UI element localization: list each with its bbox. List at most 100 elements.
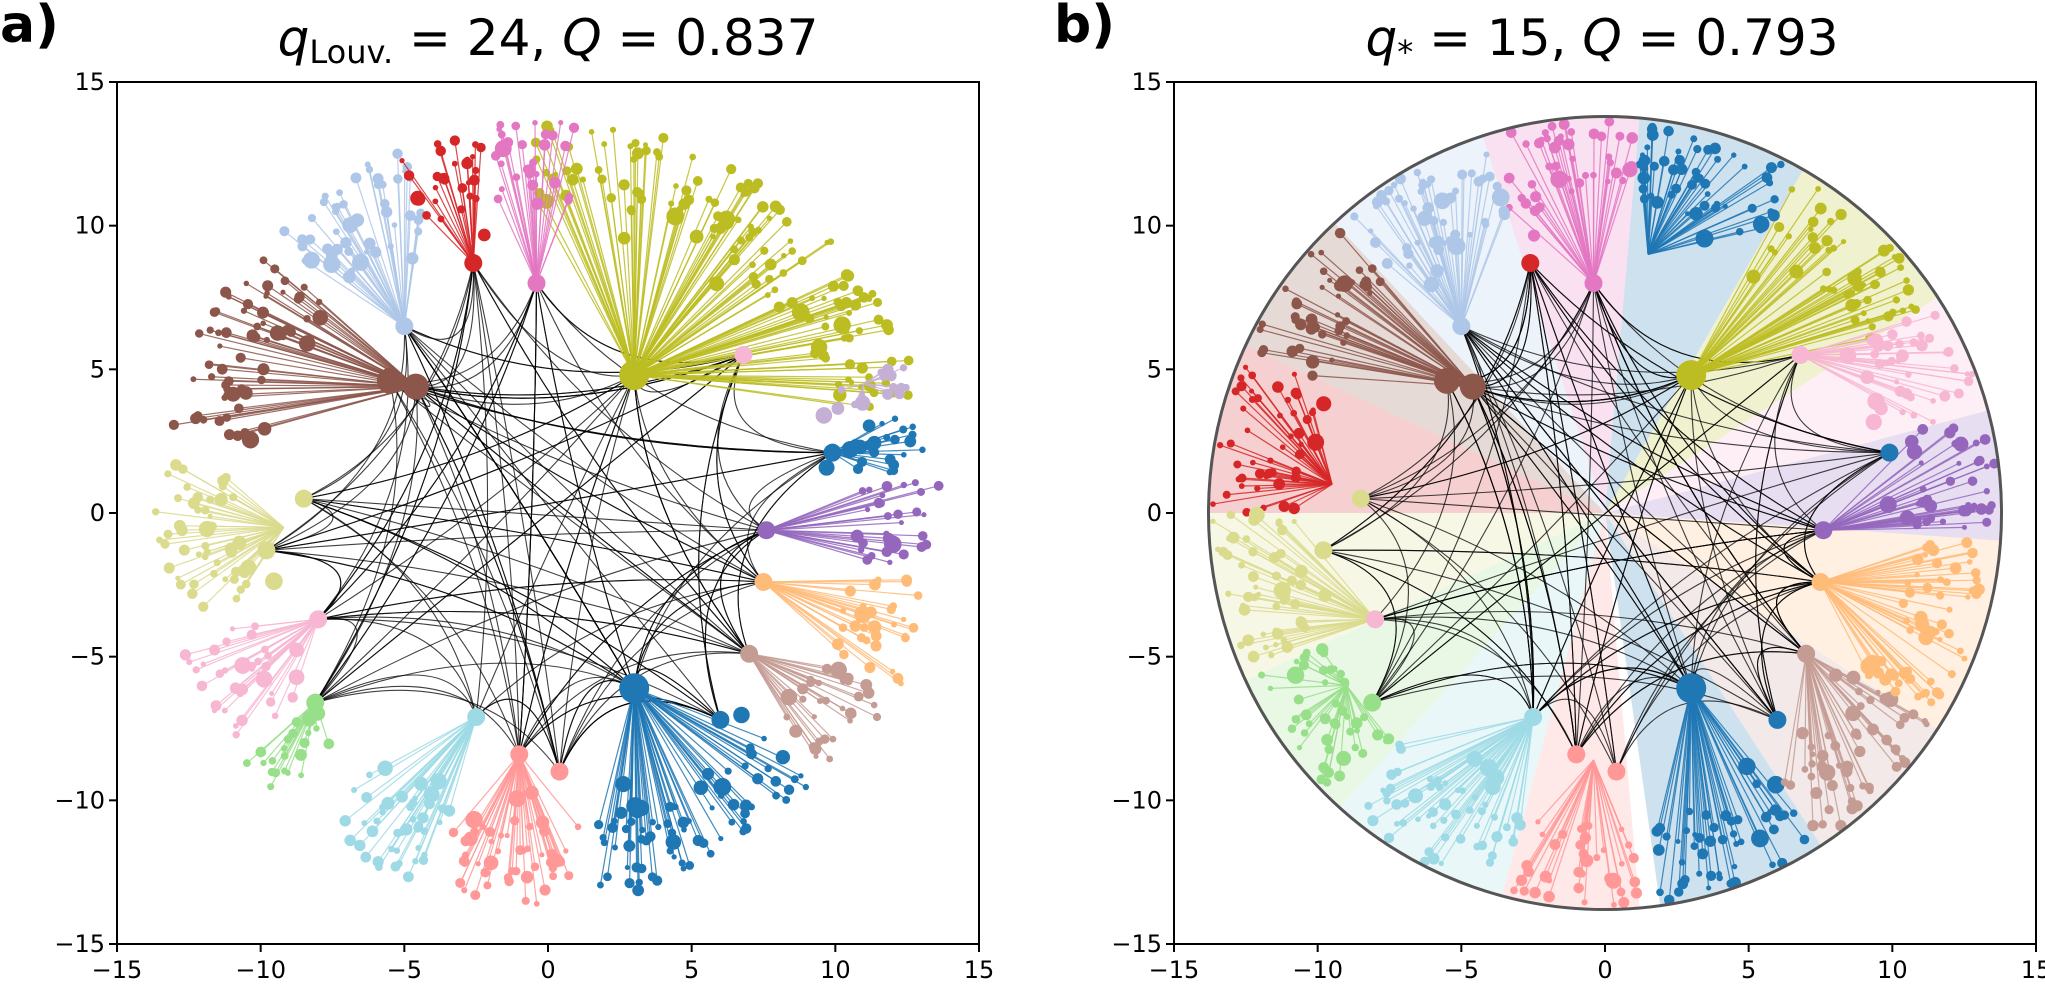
leaf-node [743, 178, 753, 189]
leaf-node [1807, 772, 1816, 781]
leaf-node [163, 562, 175, 574]
leaf-node [280, 276, 290, 286]
y-tick-label: −15 [1111, 930, 1162, 958]
leaf-node [856, 397, 862, 404]
community-edge [633, 687, 765, 740]
leaf-node [1267, 457, 1274, 464]
sub-hub-node [342, 217, 359, 233]
community-edge [506, 754, 520, 836]
leaf-node [1545, 162, 1554, 171]
leaf-node [236, 585, 245, 594]
leaf-node [466, 192, 474, 200]
edge [266, 262, 474, 551]
leaf-node [1284, 396, 1292, 404]
community-edge [1460, 186, 1498, 327]
leaf-node [1467, 169, 1476, 178]
edge [1472, 386, 1807, 655]
leaf-node [396, 790, 408, 803]
community-edge [1690, 688, 1715, 828]
community-edge [331, 255, 405, 327]
leaf-node [917, 531, 928, 541]
leaf-node [326, 250, 338, 262]
leaf-node [857, 546, 865, 554]
edge [315, 689, 560, 772]
leaf-node [870, 640, 882, 652]
community-edge [1688, 688, 1692, 812]
community-edge [518, 754, 546, 891]
leaf-node [1737, 838, 1745, 846]
leaf-node [1485, 858, 1495, 867]
leaf-node [847, 717, 853, 724]
leaf-node [421, 851, 428, 859]
edge [472, 262, 635, 377]
leaf-node [1242, 364, 1249, 370]
edge [303, 262, 474, 500]
leaf-node [1424, 847, 1434, 857]
leaf-node [1307, 250, 1315, 258]
leaf-node [847, 709, 857, 719]
panel-b: b) q* = 15, Q = 0.793 −15−15−10−10−5−500… [1054, 0, 2045, 984]
leaf-node [235, 352, 246, 363]
leaf-node [1318, 665, 1329, 676]
leaf-node [1281, 641, 1294, 653]
leaf-node [671, 854, 677, 860]
leaf-node [236, 689, 245, 698]
leaf-node [1630, 887, 1643, 899]
leaf-node [264, 290, 270, 296]
leaf-node [1381, 257, 1393, 269]
community-edge [534, 122, 538, 284]
community-edge [633, 255, 785, 376]
leaf-node [1237, 473, 1247, 483]
leaf-node [919, 446, 926, 454]
leaf-node [1789, 809, 1798, 817]
community-edge [423, 716, 477, 856]
sub-hub-node [1914, 610, 1928, 625]
edge [1461, 325, 1890, 454]
community-edge [633, 297, 825, 376]
sub-hub-node [1689, 207, 1703, 221]
community-edge [1246, 483, 1333, 513]
community-edge [1647, 211, 1772, 255]
leaf-node [174, 494, 183, 503]
community-edge [634, 374, 894, 395]
community-edge [537, 201, 635, 376]
leaf-node [1638, 184, 1648, 194]
sub-hub-node [303, 251, 320, 269]
community-edge [1820, 579, 1941, 583]
leaf-node [1307, 370, 1318, 381]
leaf-node [1452, 187, 1460, 195]
leaf-node [1830, 244, 1838, 252]
community-edge [195, 618, 319, 671]
sub-hub-node [1447, 237, 1466, 256]
leaf-node [1216, 441, 1224, 449]
community-sector-wedge [1605, 513, 1938, 846]
leaf-node [1473, 842, 1482, 851]
leaf-node [1360, 713, 1369, 722]
hub-node [1607, 762, 1626, 781]
community-edge [633, 687, 790, 791]
edge [518, 676, 635, 755]
community-edge [633, 687, 744, 832]
leaf-node [1950, 364, 1959, 373]
leaf-node [1440, 816, 1448, 824]
leaf-node [195, 551, 202, 558]
community-edge [498, 129, 538, 284]
leaf-node [551, 856, 563, 868]
leaf-node [1334, 227, 1346, 239]
edge [1372, 674, 1534, 718]
edge [1532, 374, 1692, 718]
leaf-node [1808, 760, 1816, 768]
community-edge [1691, 311, 1893, 376]
leaf-node [1936, 591, 1945, 600]
leaf-node [1459, 787, 1467, 795]
community-edge [633, 290, 859, 376]
community-edge [1677, 688, 1692, 842]
leaf-node [1295, 318, 1307, 331]
community-edge [1690, 208, 1822, 376]
community-edge [1647, 214, 1775, 255]
community-edge [372, 716, 477, 832]
community-edge [1690, 687, 1785, 816]
leaf-node [748, 803, 755, 811]
hub-node [1791, 345, 1810, 364]
community-edge [634, 293, 873, 376]
